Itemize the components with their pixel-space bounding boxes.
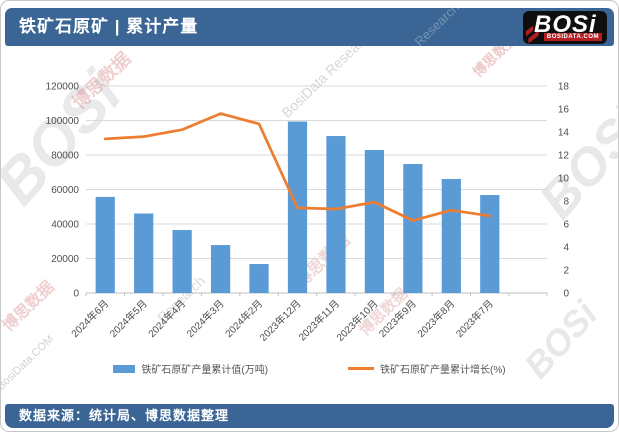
chart-bar <box>403 163 423 293</box>
chart-bar <box>249 264 269 293</box>
x-axis-label: 2024年5月 <box>107 297 150 340</box>
y-axis-right-label: 2 <box>563 266 569 277</box>
x-axis-label: 2023年9月 <box>376 297 419 340</box>
y-axis-right-label: 12 <box>558 151 570 162</box>
y-axis-right-label: 4 <box>563 243 569 254</box>
x-axis-label: 2024年4月 <box>145 297 188 340</box>
chart-bar <box>172 230 192 293</box>
y-axis-left-label: 20000 <box>51 254 79 265</box>
chart-legend: 铁矿石原矿产量累计值(万吨) 铁矿石原矿产量累计增长(%) <box>1 361 618 376</box>
legend-item-bar-series: 铁矿石原矿产量累计值(万吨) <box>113 361 268 376</box>
y-axis-right-label: 0 <box>563 289 569 300</box>
y-axis-left-label: 40000 <box>51 220 79 231</box>
chart-bar <box>441 178 461 293</box>
y-axis-left-label: 80000 <box>51 151 79 162</box>
footer-bar: 数据来源：统计局、博思数据整理 <box>5 404 614 428</box>
y-axis-left-label: 60000 <box>51 185 79 196</box>
bar-swatch-icon <box>113 364 136 373</box>
x-axis-label: 2024年3月 <box>184 297 227 340</box>
trend-line <box>103 112 492 222</box>
y-axis-right-label: 18 <box>558 82 570 93</box>
chart-bar <box>364 149 385 293</box>
chart-bar <box>480 195 500 293</box>
legend-item-line-series: 铁矿石原矿产量累计增长(%) <box>348 361 506 376</box>
y-axis-right-label: 8 <box>563 197 569 208</box>
x-axis-label: 2023年8月 <box>414 297 457 340</box>
y-axis-left-label: 0 <box>73 289 79 300</box>
y-axis-left-label: 100000 <box>46 116 80 127</box>
line-swatch-icon <box>348 367 375 370</box>
x-axis-label: 2024年2月 <box>222 297 265 340</box>
data-source-note: 数据来源：统计局、博思数据整理 <box>19 408 230 423</box>
chart-bar <box>326 136 346 293</box>
y-axis-right-label: 16 <box>558 105 570 116</box>
x-axis-label: 2023年7月 <box>453 297 496 340</box>
y-axis-right-label: 6 <box>563 220 569 231</box>
chart-bar <box>95 196 115 293</box>
x-axis-label: 2023年12月 <box>257 297 304 344</box>
y-axis-left-label: 120000 <box>46 82 80 93</box>
y-axis-right-label: 14 <box>558 128 570 139</box>
y-axis-right-label: 10 <box>558 174 570 185</box>
legend-label: 铁矿石原矿产量累计增长(%) <box>380 365 506 376</box>
combo-chart: 0 20000 40000 60000 80000 100000 120000 0 2 4 6 8 10… <box>46 82 570 344</box>
bosi-logo[interactable]: BOSi BOSIDATA.COM <box>523 10 607 44</box>
legend-label: 铁矿石原矿产量累计值(万吨) <box>141 365 269 376</box>
x-axis-label: 2023年10月 <box>334 297 381 344</box>
header-bar: 铁矿石原矿 | 累计产量 BOSi BOSIDATA.COM <box>5 8 614 46</box>
page-title: 铁矿石原矿 | 累计产量 <box>19 17 199 36</box>
chart-bar <box>134 213 154 293</box>
chart-bar <box>210 245 231 293</box>
logo-domain: BOSIDATA.COM <box>543 32 602 41</box>
x-axis-label: 2024年6月 <box>68 297 111 340</box>
